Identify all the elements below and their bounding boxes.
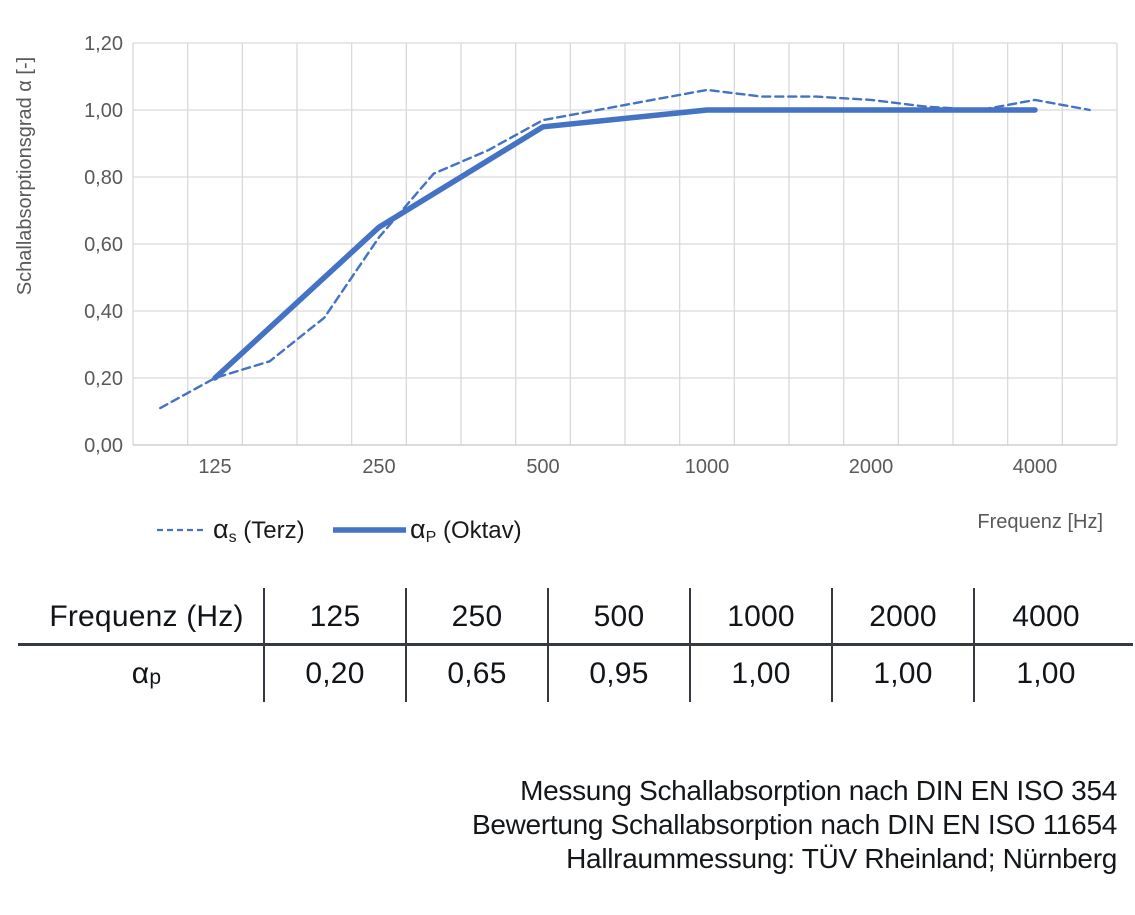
y-tick-label: 0,00 <box>84 435 123 457</box>
table-divider <box>18 643 1133 646</box>
table-col-header: 500 <box>549 588 691 645</box>
legend-label-oktav: αP (Oktav) <box>410 514 522 546</box>
table-cell-value: 1,00 <box>1016 656 1076 690</box>
x-tick-label: 125 <box>198 456 231 478</box>
x-tick-label: 1000 <box>685 456 730 478</box>
y-axis-title: Schallabsorptionsgrad α [-] <box>14 57 36 295</box>
x-tick-label: 250 <box>362 456 395 478</box>
absorption-chart: 0,00 0,20 0,40 0,60 0,80 1,00 1,20 125 250 500 100… <box>14 33 1118 546</box>
table-col-header: 4000 <box>1012 599 1080 633</box>
y-tick-label: 1,20 <box>84 33 123 55</box>
note-line-2: Bewertung Schallabsorption nach DIN EN I… <box>471 809 1117 840</box>
y-tick-label: 0,20 <box>84 368 123 390</box>
alpha-p-table: Frequenz (Hz) 125 250 500 1000 2000 4000 α p 0,20… <box>30 588 1117 702</box>
x-tick-label: 500 <box>526 456 559 478</box>
series-line-terz <box>159 88 1091 410</box>
x-tick-label: 2000 <box>849 456 894 478</box>
table-cell-value: 1,00 <box>833 645 975 702</box>
x-tick-label: 4000 <box>1013 456 1058 478</box>
table-value-row: α p 0,20 0,65 0,95 1,00 1,00 1,00 <box>30 645 1117 702</box>
table-cell-value: 0,95 <box>549 645 691 702</box>
table-cell-value: 1,00 <box>691 645 833 702</box>
y-tick-label: 0,80 <box>84 167 123 189</box>
measurement-notes: Messung Schallabsorption nach DIN EN ISO… <box>472 774 1117 876</box>
x-axis-title: Frequenz [Hz] <box>977 511 1103 533</box>
y-tick-label: 0,40 <box>84 301 123 323</box>
y-tick-label: 1,00 <box>84 100 123 122</box>
table-col-header: 250 <box>407 588 549 645</box>
table-header-row: Frequenz (Hz) 125 250 500 1000 2000 4000 <box>30 588 1117 645</box>
legend-label-terz: αs (Terz) <box>213 514 305 546</box>
table-col-header: 125 <box>265 588 407 645</box>
note-line-3: Hallraummessung: TÜV Rheinland; Nürnberg <box>566 843 1117 874</box>
table-cell-value: 0,65 <box>407 645 549 702</box>
table-header-label: Frequenz (Hz) <box>30 588 265 645</box>
series-line-oktav <box>212 107 1038 381</box>
table-col-header: 2000 <box>833 588 975 645</box>
y-tick-label: 0,60 <box>84 234 123 256</box>
table-col-header: 1000 <box>691 588 833 645</box>
table-cell-value: 0,20 <box>265 645 407 702</box>
note-line-1: Messung Schallabsorption nach DIN EN ISO… <box>520 775 1117 806</box>
